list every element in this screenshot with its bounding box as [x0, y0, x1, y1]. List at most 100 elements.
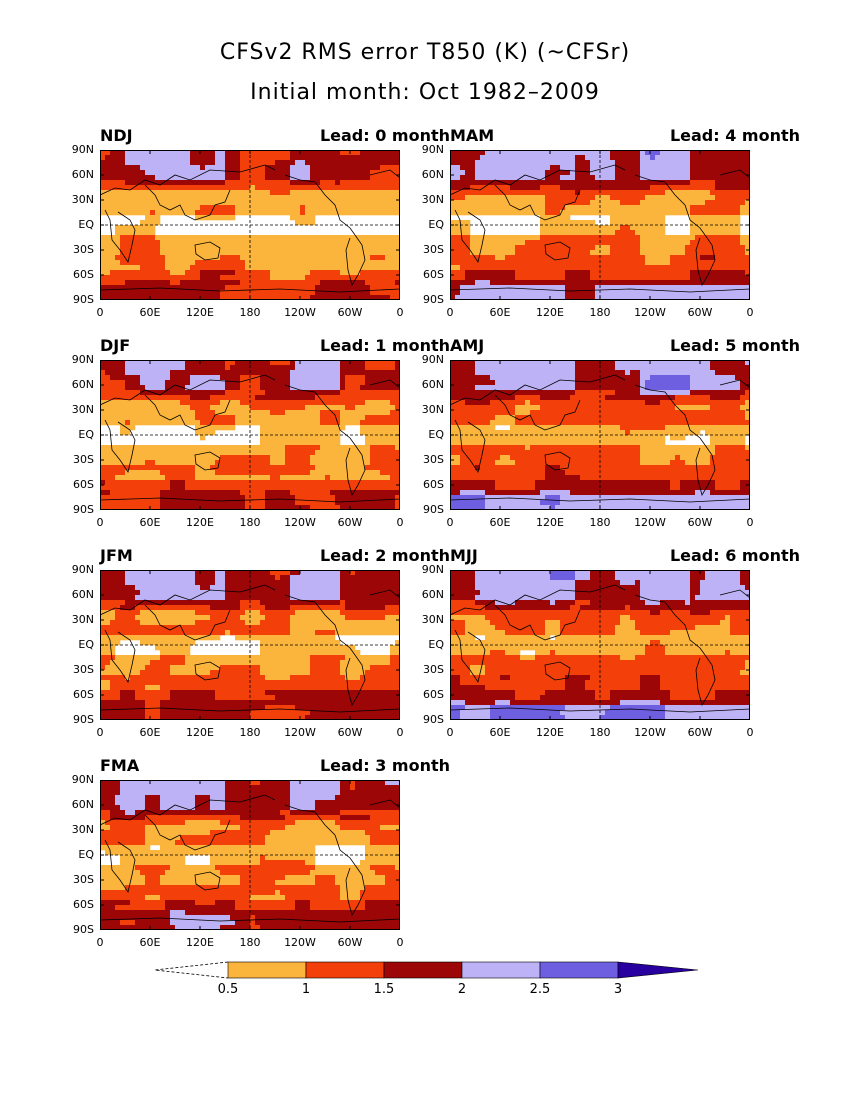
lon-tick-label: 60W — [337, 936, 363, 949]
lon-tick-label: 120W — [634, 516, 666, 529]
coastline — [284, 384, 356, 446]
map-frame — [450, 570, 750, 720]
lon-tick-label: 120E — [186, 516, 214, 529]
lon-tick-label: 60W — [687, 306, 713, 319]
colorbar: 0.5 1 1.5 2 2.5 3 — [150, 960, 710, 1000]
map-border — [100, 150, 400, 300]
lat-tick-label: 30N — [421, 403, 444, 416]
lat-tick-label: 30S — [73, 453, 94, 466]
lon-tick-label: 60E — [489, 306, 511, 319]
lon-tick-label: 120W — [284, 306, 316, 319]
lat-tick-label: 60N — [71, 588, 94, 601]
panel-lead-label: Lead: 1 month — [319, 336, 450, 355]
lon-tick-label: 120W — [284, 516, 316, 529]
lat-tick-label: EQ — [78, 848, 94, 861]
lon-tick-label: 0 — [446, 726, 454, 739]
lon-tick-label: 60W — [337, 516, 363, 529]
lat-tick-label: 90N — [421, 563, 444, 576]
coastline — [100, 584, 276, 616]
lon-tick-label: 120E — [536, 516, 564, 529]
lat-tick-label: 30N — [421, 613, 444, 626]
lat-tick-label: 90N — [71, 773, 94, 786]
lon-tick-label: 120W — [284, 936, 316, 949]
lon-tick-label: 180 — [239, 306, 261, 319]
lat-tick-label: 60N — [421, 588, 444, 601]
map-border — [450, 570, 750, 720]
colorbar-label: 2 — [457, 982, 467, 997]
coastline — [450, 164, 626, 196]
lat-tick-label: 60S — [423, 478, 444, 491]
panel-season-label: AMJ — [450, 336, 485, 355]
coastline — [104, 419, 136, 473]
map-frame — [100, 150, 400, 300]
panel-season-label: MJJ — [450, 546, 478, 565]
map-border — [450, 150, 750, 300]
lon-tick-label: 0 — [396, 936, 404, 949]
lon-tick-label: 60E — [489, 516, 511, 529]
lon-tick-label: 180 — [239, 516, 261, 529]
lat-tick-label: EQ — [428, 218, 444, 231]
panel-season-label: JFM — [100, 546, 133, 565]
coastline — [454, 209, 486, 263]
lat-tick-label: 60S — [73, 688, 94, 701]
lat-tick-label: 30N — [71, 193, 94, 206]
lat-tick-label: EQ — [428, 638, 444, 651]
lat-tick-label: 90S — [73, 293, 94, 306]
figure-title: CFSv2 RMS error T850 (K) (~CFSr) — [219, 40, 631, 65]
panel-lead-label: Lead: 6 month — [669, 546, 800, 565]
map-panel-jfm: JFM Lead: 2 month 90N 60N 30N EQ 30S 60S 90S 0 60E… — [72, 546, 450, 760]
lon-tick-label: 0 — [96, 306, 104, 319]
lon-tick-label: 120E — [186, 306, 214, 319]
coastline — [284, 594, 356, 656]
lat-tick-label: 90N — [71, 563, 94, 576]
lat-tick-label: 30N — [71, 613, 94, 626]
lon-tick-label: 0 — [746, 726, 754, 739]
coastline — [284, 804, 356, 866]
colorbar-label: 3 — [613, 982, 623, 997]
lon-tick-label: 0 — [396, 306, 404, 319]
lat-tick-label: 90S — [73, 503, 94, 516]
coastline — [104, 839, 136, 893]
colorbar-swatches — [154, 961, 699, 979]
lon-tick-label: 0 — [96, 936, 104, 949]
coastline — [100, 794, 276, 826]
colorbar-swatch — [383, 961, 463, 979]
panel-season-label: NDJ — [100, 126, 133, 145]
lat-tick-label: 60S — [423, 688, 444, 701]
lon-tick-label: 120W — [634, 726, 666, 739]
lon-tick-label: 60E — [139, 516, 161, 529]
lon-tick-label: 120W — [634, 306, 666, 319]
lon-tick-label: 120E — [186, 726, 214, 739]
panel-lead-label: Lead: 0 month — [319, 126, 450, 145]
colorbar-high-extend — [617, 961, 699, 979]
lat-tick-label: EQ — [428, 428, 444, 441]
coastline — [695, 234, 716, 287]
map-border — [100, 780, 400, 930]
map-frame — [100, 360, 400, 510]
colorbar-label: 2.5 — [529, 982, 551, 997]
map-panel-amj: AMJ Lead: 5 month 90N 60N 30N EQ 30S 60S 90S 0 60E… — [422, 336, 800, 550]
lon-tick-label: 0 — [96, 726, 104, 739]
lon-tick-label: 0 — [746, 516, 754, 529]
coastline — [544, 661, 571, 681]
coastline — [494, 184, 581, 221]
colorbar-swatch — [305, 961, 385, 979]
lat-tick-label: 90S — [423, 713, 444, 726]
colorbar-label: 0.5 — [217, 982, 239, 997]
lon-tick-label: 120E — [536, 726, 564, 739]
lon-tick-label: 0 — [396, 516, 404, 529]
map-border — [450, 360, 750, 510]
lon-tick-label: 180 — [589, 516, 611, 529]
lat-tick-label: 60S — [423, 268, 444, 281]
coastline — [544, 451, 571, 471]
coastline — [194, 241, 221, 261]
coastline — [544, 241, 571, 261]
lat-tick-label: 60S — [73, 478, 94, 491]
rms-error-field — [100, 150, 400, 300]
coastline — [194, 661, 221, 681]
lat-tick-label: 60N — [71, 798, 94, 811]
lon-tick-label: 180 — [239, 936, 261, 949]
lat-tick-label: 30N — [421, 193, 444, 206]
coastline — [695, 444, 716, 497]
lon-tick-label: 60W — [687, 516, 713, 529]
